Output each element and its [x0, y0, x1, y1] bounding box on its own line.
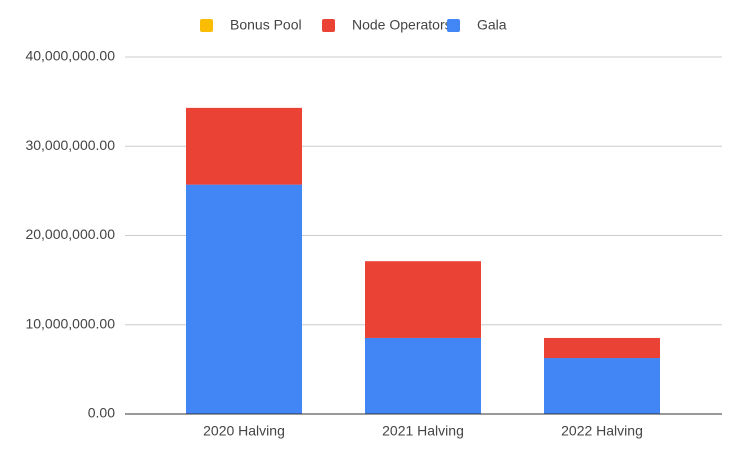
y-tick-label: 30,000,000.00 — [25, 137, 115, 153]
y-tick-label: 10,000,000.00 — [25, 315, 115, 331]
legend-swatch — [322, 19, 335, 32]
y-tick-label: 20,000,000.00 — [25, 226, 115, 242]
bar-segment — [365, 337, 481, 414]
bar-segment — [186, 107, 302, 185]
legend-label: Bonus Pool — [230, 17, 302, 33]
bar-segment — [544, 358, 660, 414]
y-tick-label: 40,000,000.00 — [25, 48, 115, 64]
x-tick-label: 2020 Halving — [203, 423, 285, 439]
legend-swatch — [447, 19, 460, 32]
bar-segment — [186, 184, 302, 414]
legend-label: Gala — [477, 17, 507, 33]
x-tick-label: 2021 Halving — [382, 423, 464, 439]
bar-segment — [365, 261, 481, 338]
x-tick-label: 2022 Halving — [561, 423, 643, 439]
bar-segment — [544, 337, 660, 359]
y-tick-label: 0.00 — [88, 405, 115, 421]
legend-label: Node Operators — [352, 17, 452, 33]
legend-swatch — [200, 19, 213, 32]
